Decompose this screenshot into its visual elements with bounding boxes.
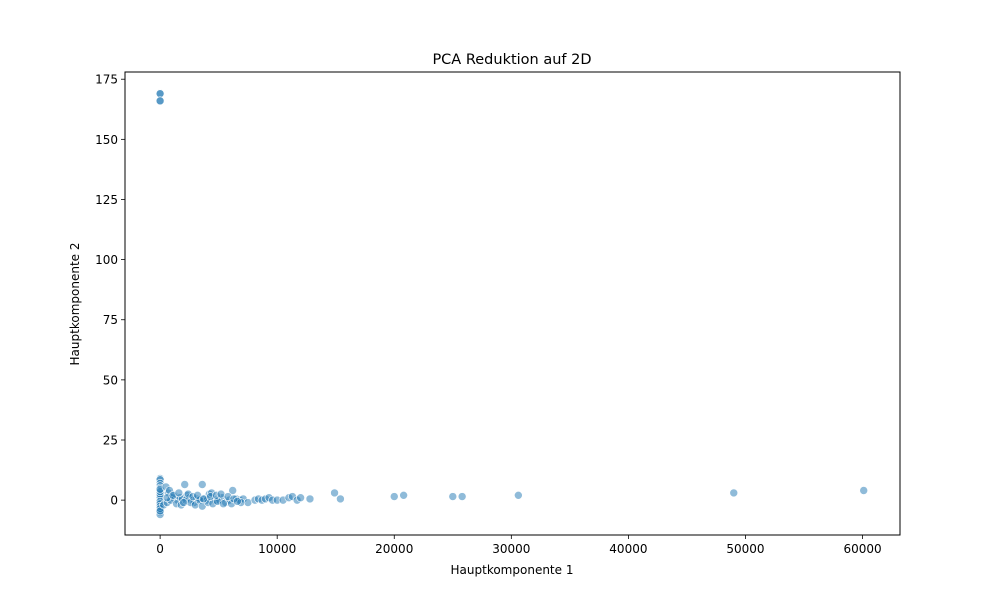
data-point bbox=[305, 494, 315, 504]
y-tick-label: 175 bbox=[95, 73, 118, 87]
data-point bbox=[219, 499, 228, 509]
data-point bbox=[448, 492, 458, 501]
x-axis: 0 10000 20000 30000 40000 50000 60000 bbox=[156, 535, 882, 556]
y-tick-label: 150 bbox=[95, 133, 118, 147]
x-axis-label: Hauptkomponente 1 bbox=[451, 563, 574, 577]
chart-title: PCA Reduktion auf 2D bbox=[432, 52, 591, 68]
data-point bbox=[336, 494, 345, 504]
y-tick-label: 100 bbox=[95, 253, 118, 267]
x-tick-label: 30000 bbox=[492, 542, 530, 556]
y-tick-label: 25 bbox=[103, 433, 118, 447]
data-point bbox=[197, 480, 207, 489]
y-axis-label: Hauptkomponente 2 bbox=[68, 243, 82, 366]
x-tick-label: 40000 bbox=[609, 542, 647, 556]
data-point bbox=[457, 492, 467, 501]
y-tick-label: 50 bbox=[103, 373, 118, 387]
data-point bbox=[330, 488, 339, 498]
data-point bbox=[729, 488, 739, 498]
y-tick-label: 125 bbox=[95, 193, 118, 207]
data-point bbox=[179, 498, 188, 507]
data-point bbox=[174, 488, 184, 498]
y-tick-label: 75 bbox=[103, 313, 118, 327]
data-point bbox=[399, 491, 408, 500]
data-point bbox=[514, 491, 523, 500]
data-point bbox=[389, 492, 399, 501]
x-tick-label: 0 bbox=[156, 542, 164, 556]
y-axis: 0 25 50 75 100 125 150 175 bbox=[95, 73, 125, 508]
plot-frame bbox=[124, 71, 901, 536]
y-tick-label: 0 bbox=[110, 494, 118, 508]
data-point bbox=[859, 486, 869, 495]
data-point bbox=[228, 486, 237, 495]
x-tick-label: 10000 bbox=[258, 542, 296, 556]
data-point bbox=[155, 89, 165, 98]
data-point bbox=[180, 480, 190, 489]
x-tick-label: 60000 bbox=[843, 542, 881, 556]
data-point bbox=[155, 96, 165, 106]
x-tick-label: 50000 bbox=[726, 542, 764, 556]
points-layer bbox=[155, 89, 869, 519]
data-point bbox=[233, 497, 242, 506]
x-tick-label: 20000 bbox=[375, 542, 413, 556]
data-point bbox=[296, 493, 305, 503]
